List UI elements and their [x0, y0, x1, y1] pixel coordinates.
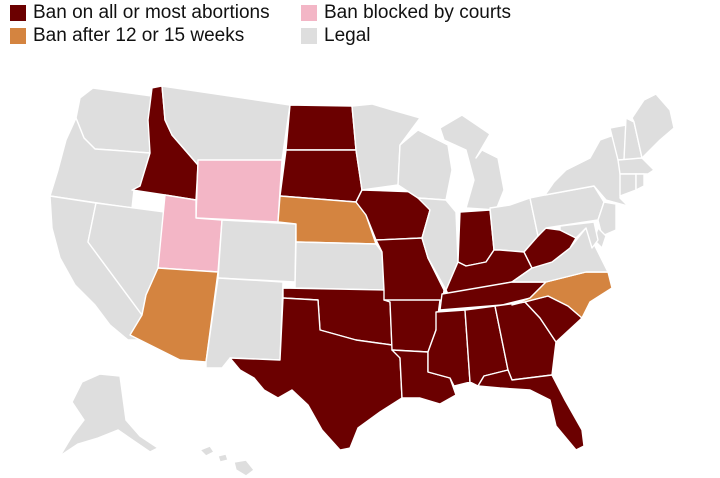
legend: Ban on all or most abortions Ban after 1…	[0, 0, 720, 50]
state-AK	[59, 373, 159, 457]
legend-swatch-blocked	[301, 5, 317, 21]
state-MA	[617, 157, 655, 175]
state-MI	[439, 114, 505, 211]
state-NJ	[597, 201, 617, 237]
state-ND	[285, 104, 357, 151]
legend-label-weeks: Ban after 12 or 15 weeks	[33, 25, 245, 46]
state-AZ	[129, 267, 219, 363]
state-RI	[635, 173, 645, 191]
legend-swatch-ban	[10, 5, 26, 21]
state-FL	[477, 369, 585, 451]
state-CO	[217, 219, 297, 283]
legend-swatch-weeks	[10, 28, 26, 44]
state-HI	[199, 445, 255, 477]
legend-item-legal: Legal	[301, 25, 371, 47]
legend-item-ban: Ban on all or most abortions	[10, 2, 270, 24]
state-NC	[511, 271, 613, 319]
legend-label-legal: Legal	[324, 25, 371, 46]
legend-label-ban: Ban on all or most abortions	[33, 2, 270, 23]
legend-item-blocked: Ban blocked by courts	[301, 2, 511, 24]
legend-label-blocked: Ban blocked by courts	[324, 2, 511, 23]
state-CT	[619, 173, 637, 197]
legend-swatch-legal	[301, 28, 317, 44]
state-KS	[294, 241, 385, 291]
state-WY	[195, 159, 283, 223]
state-NM	[205, 277, 284, 369]
state-TX	[229, 297, 403, 451]
state-ME	[631, 93, 675, 159]
state-MD	[559, 221, 599, 249]
legend-item-weeks: Ban after 12 or 15 weeks	[10, 25, 244, 47]
state-SD	[279, 149, 363, 203]
